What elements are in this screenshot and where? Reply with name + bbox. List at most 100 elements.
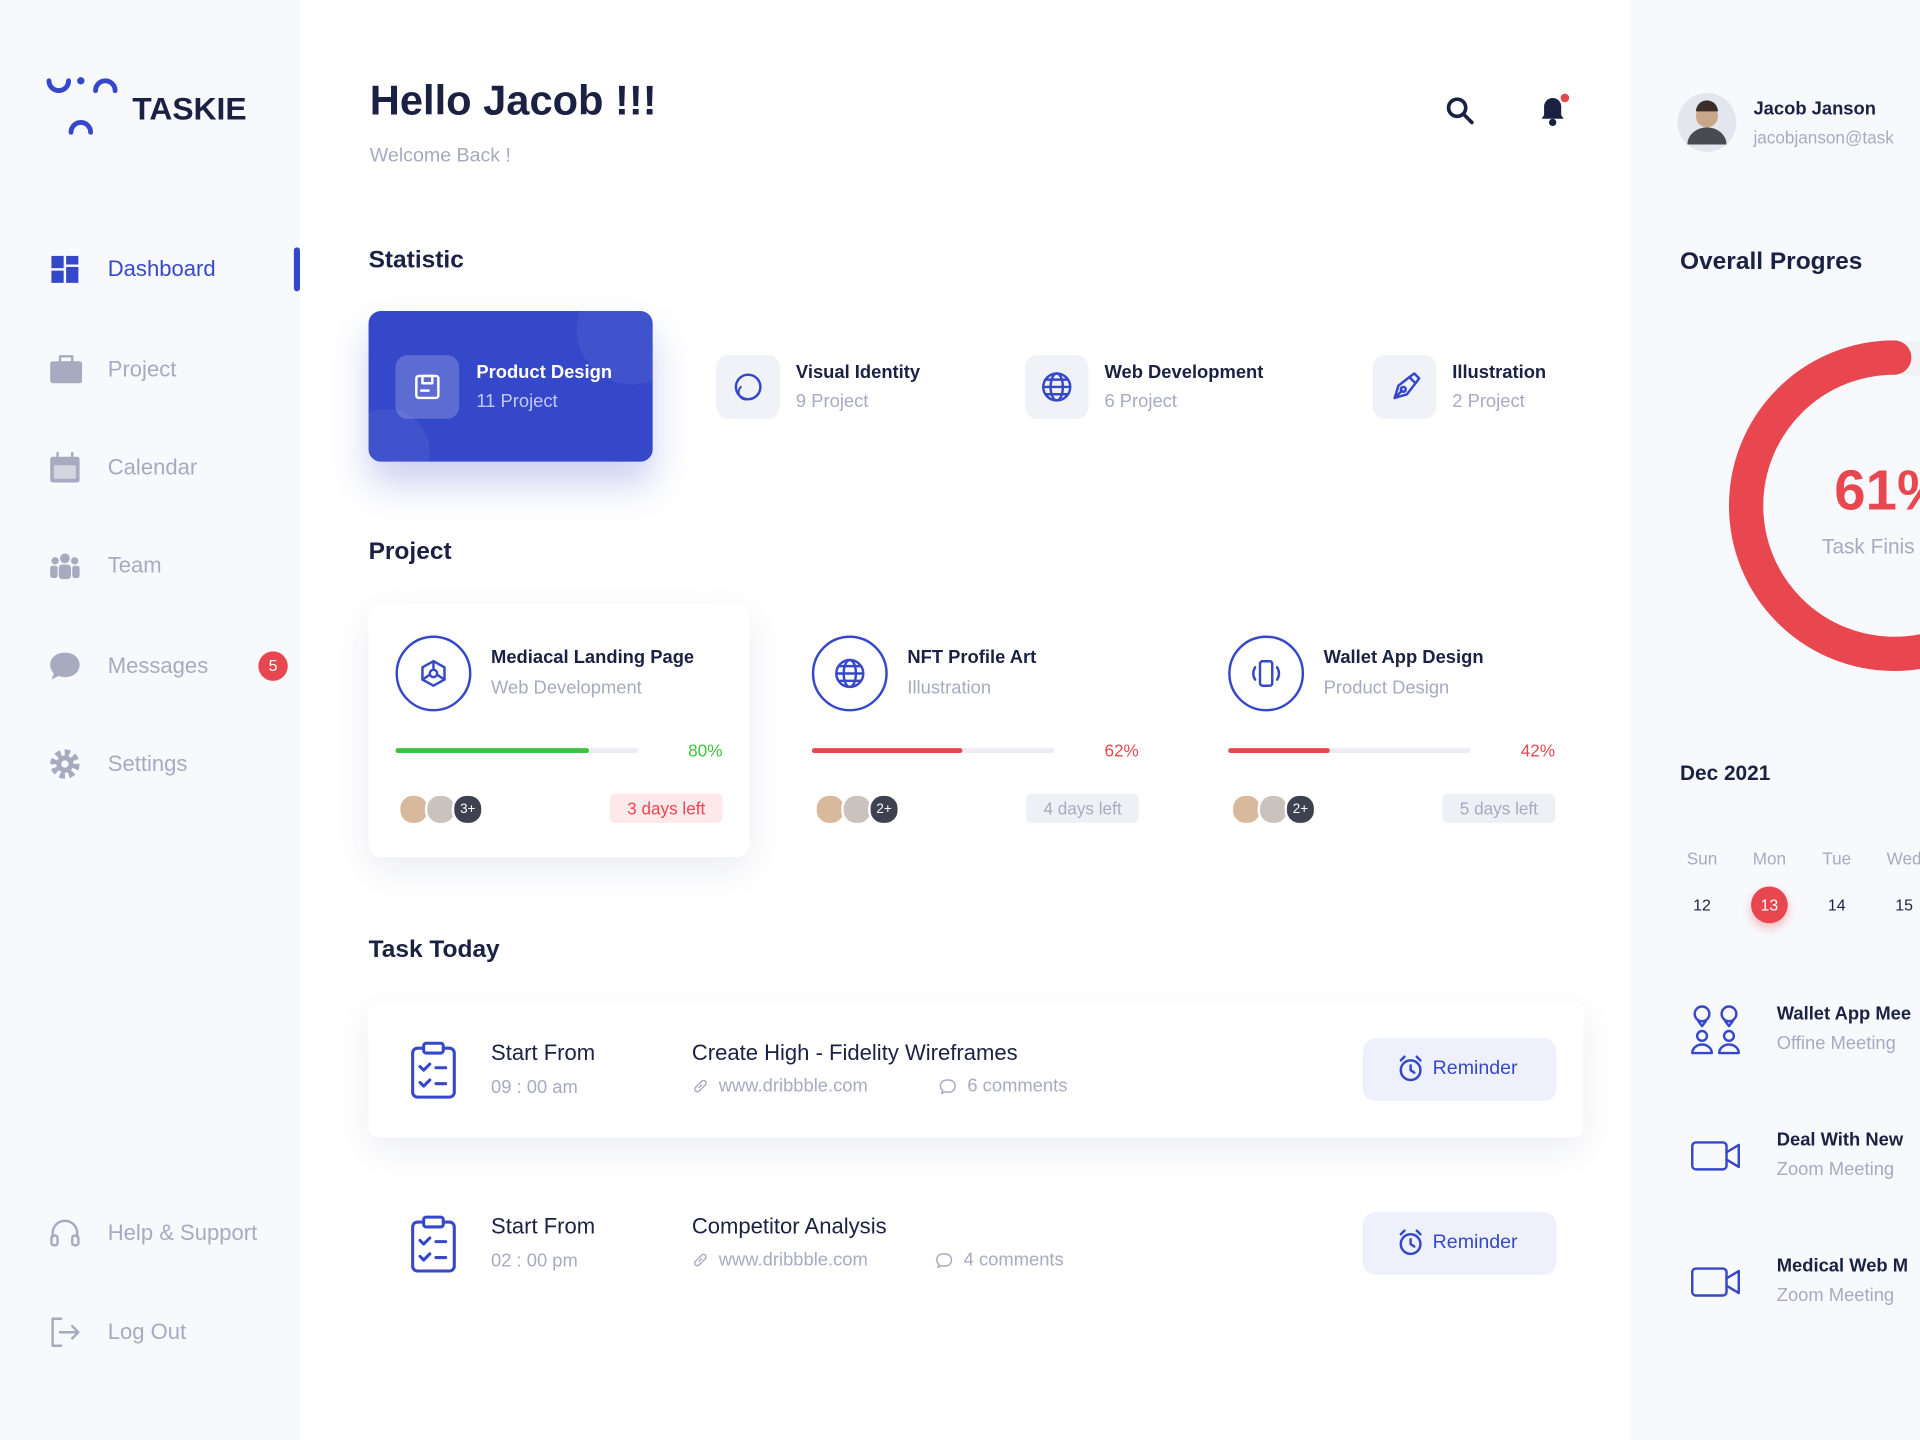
reminder-label: Reminder bbox=[1432, 1231, 1518, 1253]
subtitle: Welcome Back ! bbox=[369, 145, 511, 167]
calendar-month: Dec 2021 bbox=[1680, 761, 1771, 785]
stat-icon-box[interactable] bbox=[716, 355, 781, 419]
comment-icon bbox=[936, 1253, 953, 1269]
nav-item[interactable]: Calendar bbox=[107, 454, 198, 480]
project-name: NFT Profile Art bbox=[907, 647, 1037, 668]
project-name: Wallet App Design bbox=[1323, 647, 1484, 668]
notification-button[interactable] bbox=[1537, 93, 1571, 127]
meeting-title[interactable]: Medical Web M bbox=[1776, 1255, 1909, 1277]
task-start-label: Start From bbox=[491, 1040, 596, 1065]
task-time: 09 : 00 am bbox=[491, 1076, 578, 1098]
reminder-button[interactable]: Reminder bbox=[1362, 1038, 1557, 1101]
meeting-icon bbox=[1691, 1141, 1741, 1171]
task-start-label: Start From bbox=[491, 1214, 596, 1239]
nav-item[interactable]: Settings bbox=[107, 751, 188, 776]
task-comments: 6 comments bbox=[967, 1075, 1068, 1097]
selected-date bbox=[1751, 886, 1788, 924]
progress-value: 61% bbox=[1834, 457, 1920, 522]
stat-count: 6 Project bbox=[1104, 391, 1177, 413]
meeting-icon bbox=[1691, 1005, 1741, 1055]
calendar-day: Wed bbox=[1886, 848, 1920, 869]
user-avatar bbox=[1677, 93, 1737, 152]
progress-track bbox=[1228, 748, 1471, 754]
calendar-date[interactable]: 14 bbox=[1827, 895, 1846, 915]
progress-bar bbox=[395, 748, 590, 754]
member-more: 2+ bbox=[868, 793, 901, 826]
calendar-day: Sun bbox=[1686, 848, 1718, 869]
calendar-date[interactable]: 13 bbox=[1760, 895, 1779, 915]
nav-item[interactable]: Messages bbox=[107, 653, 209, 678]
section-title: Task Today bbox=[368, 936, 500, 964]
meeting-subtitle: Offine Meeting bbox=[1776, 1032, 1896, 1054]
member-more: 3+ bbox=[451, 793, 484, 826]
stat-count: 2 Project bbox=[1452, 391, 1525, 413]
stat-icon bbox=[1042, 372, 1072, 402]
stat-card-active[interactable]: Product Design 11 Project bbox=[368, 311, 653, 462]
project-icon-glyph bbox=[1252, 660, 1281, 687]
task-icon bbox=[411, 1041, 456, 1099]
right-panel: Jacob Janson jacobjanson@task Overall Prog… bbox=[1631, 0, 1920, 1440]
nav-icon bbox=[50, 1219, 80, 1247]
nav-icon bbox=[51, 1317, 80, 1347]
nav-item[interactable]: Team bbox=[107, 552, 162, 578]
badge: 5 bbox=[258, 651, 288, 681]
progress-bar bbox=[811, 748, 963, 754]
member-avatar bbox=[1257, 793, 1290, 826]
task-link[interactable]: www.dribbble.com bbox=[718, 1075, 868, 1097]
sidebar bbox=[0, 0, 301, 1440]
nav-item[interactable]: Help & Support bbox=[107, 1220, 258, 1245]
project-name: Mediacal Landing Page bbox=[491, 647, 695, 668]
stat-name: Web Development bbox=[1104, 361, 1264, 383]
task-comments: 4 comments bbox=[963, 1249, 1064, 1271]
stat-icon bbox=[734, 373, 762, 401]
task-time: 02 : 00 pm bbox=[491, 1250, 578, 1272]
stat-name: Illustration bbox=[1452, 361, 1547, 383]
meeting-title[interactable]: Deal With New bbox=[1776, 1129, 1904, 1151]
nav-icon bbox=[50, 553, 80, 580]
nav-icon bbox=[51, 255, 79, 283]
project-icon bbox=[1228, 635, 1305, 712]
user-name: Jacob Janson bbox=[1753, 98, 1876, 120]
greeting: Hello Jacob !!! bbox=[369, 77, 657, 125]
section-title: Statistic bbox=[368, 246, 464, 274]
stat-name: Product Design bbox=[476, 361, 613, 383]
task-name: Create High - Fidelity Wireframes bbox=[691, 1040, 1018, 1065]
stat-icon bbox=[415, 374, 440, 400]
task-name: Competitor Analysis bbox=[691, 1214, 887, 1239]
project-icon-glyph bbox=[835, 658, 865, 689]
task-link[interactable]: www.dribbble.com bbox=[718, 1249, 868, 1271]
project-category: Illustration bbox=[907, 677, 992, 699]
user-email: jacobjanson@task bbox=[1753, 127, 1894, 147]
member-avatar bbox=[814, 793, 847, 826]
progress-label: 62% bbox=[1104, 740, 1139, 761]
nav-icon bbox=[50, 749, 80, 779]
progress-ring bbox=[1728, 340, 1920, 672]
nav-item[interactable]: Dashboard bbox=[107, 256, 216, 282]
search-button[interactable] bbox=[1445, 96, 1474, 125]
section-title: Overall Progres bbox=[1680, 247, 1863, 275]
calendar-date[interactable]: 15 bbox=[1895, 895, 1913, 915]
reminder-button[interactable]: Reminder bbox=[1362, 1212, 1557, 1275]
stat-count: 11 Project bbox=[476, 391, 558, 413]
calendar-day: Tue bbox=[1822, 848, 1852, 869]
meeting-title[interactable]: Wallet App Mee bbox=[1776, 1003, 1912, 1025]
task-icon bbox=[411, 1215, 456, 1273]
calendar-day: Mon bbox=[1752, 848, 1787, 869]
link-icon bbox=[694, 1253, 707, 1267]
deadline: 5 days left bbox=[1442, 793, 1556, 823]
active-indicator bbox=[293, 247, 301, 292]
member-more: 2+ bbox=[1284, 793, 1317, 826]
progress-label: 42% bbox=[1520, 740, 1556, 761]
deadline: 4 days left bbox=[1026, 793, 1139, 823]
progress-caption: Task Finis bbox=[1822, 535, 1915, 559]
progress-arc bbox=[1728, 340, 1920, 672]
link-icon bbox=[694, 1079, 707, 1093]
nav-item[interactable]: Project bbox=[107, 356, 177, 382]
progress-bar bbox=[1228, 748, 1330, 754]
calendar-date[interactable]: 12 bbox=[1693, 895, 1711, 915]
reminder-icon bbox=[1399, 1229, 1422, 1256]
nav-item[interactable]: Log Out bbox=[107, 1319, 187, 1344]
meeting-subtitle: Zoom Meeting bbox=[1776, 1285, 1895, 1306]
comment-icon bbox=[939, 1079, 956, 1095]
